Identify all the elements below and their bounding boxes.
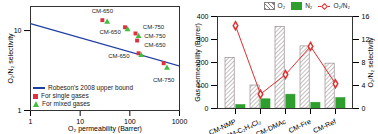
- svg-text:CM-DMAc: CM-DMAc: [255, 118, 288, 134]
- svg-text:CM-650: CM-650: [92, 8, 114, 14]
- svg-text:Gas permeability (Barrer): Gas permeability (Barrer): [194, 23, 202, 102]
- svg-text:CM-750: CM-750: [144, 33, 166, 39]
- html-text:N₂: N₂: [305, 2, 313, 9]
- svg-text:O₂/N₂ selectivity: O₂/N₂ selectivity: [7, 33, 15, 84]
- svg-text:4: 4: [362, 82, 366, 89]
- svg-text:100: 100: [124, 118, 136, 126]
- html-text:O₂: O₂: [277, 2, 286, 9]
- svg-text:CM-650: CM-650: [144, 42, 166, 48]
- svg-text:16: 16: [362, 13, 370, 20]
- svg-text:0: 0: [362, 105, 366, 112]
- svg-text:100: 100: [196, 81, 209, 89]
- svg-text:300: 300: [196, 35, 209, 43]
- svg-text:12: 12: [361, 35, 370, 43]
- svg-text:O₂/N₂ selectivity: O₂/N₂ selectivity: [367, 37, 375, 88]
- svg-text:10: 10: [76, 118, 85, 126]
- svg-text:CM-650: CM-650: [99, 29, 121, 35]
- svg-text:10: 10: [14, 27, 22, 34]
- html-text:For mixed gases: For mixed gases: [42, 100, 90, 107]
- html-text:O₂/N₂: O₂/N₂: [333, 2, 350, 9]
- svg-text:200: 200: [196, 58, 209, 66]
- svg-text:CM-Fre: CM-Fre: [287, 118, 312, 134]
- html-text:Robeson's 2008 upper bound: Robeson's 2008 upper bound: [48, 84, 134, 91]
- svg-text:CM-750: CM-750: [143, 24, 165, 30]
- svg-text:1000: 1000: [172, 118, 188, 125]
- svg-text:O₂ permeability (Barrer): O₂ permeability (Barrer): [68, 125, 142, 133]
- svg-text:0: 0: [205, 105, 209, 112]
- html-text:For single gases: For single gases: [41, 92, 89, 99]
- svg-text:400: 400: [197, 13, 209, 20]
- svg-text:8: 8: [362, 59, 366, 66]
- svg-text:CM-650: CM-650: [108, 53, 130, 59]
- svg-text:1: 1: [18, 107, 22, 114]
- svg-text:1: 1: [29, 118, 33, 125]
- svg-text:CM-Ref: CM-Ref: [312, 118, 337, 134]
- svg-text:CM-750: CM-750: [153, 77, 175, 83]
